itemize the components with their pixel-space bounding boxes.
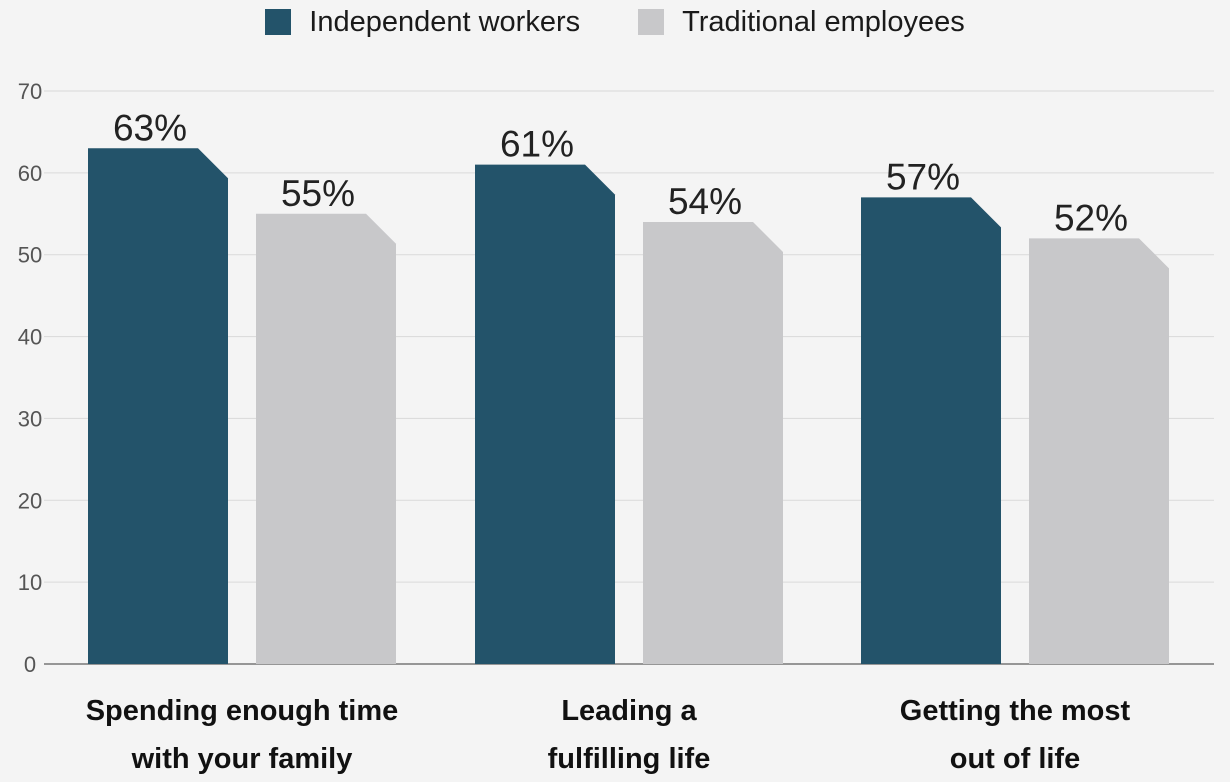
legend-swatch-independent — [265, 9, 292, 35]
legend: Independent workers Traditional employee… — [0, 0, 1230, 44]
bar — [88, 148, 228, 665]
bar — [256, 213, 396, 665]
data-label: 63% — [113, 107, 187, 148]
legend-label-independent: Independent workers — [309, 5, 581, 38]
legend-swatch-traditional — [638, 9, 665, 35]
legend-label-traditional: Traditional employees — [682, 5, 965, 38]
bar — [475, 164, 615, 664]
category-label: Spending enough time — [86, 695, 399, 727]
legend-item-independent[interactable]: Independent workers — [265, 6, 580, 39]
data-label: 55% — [281, 173, 355, 214]
bar — [1029, 238, 1169, 665]
category-label: Getting the most — [900, 695, 1131, 727]
data-label: 57% — [886, 156, 960, 197]
category-label: Leading a — [561, 695, 697, 727]
y-tick-label: 50 — [18, 243, 42, 268]
y-tick-label: 20 — [18, 488, 42, 513]
y-tick-label: 40 — [18, 325, 42, 350]
y-tick-label: 10 — [18, 570, 42, 595]
y-tick-label: 30 — [18, 406, 42, 431]
category-label: fulfilling life — [548, 743, 711, 775]
category-label: with your family — [131, 743, 353, 775]
bar — [861, 197, 1001, 664]
data-label: 54% — [668, 181, 742, 222]
category-label: out of life — [950, 743, 1080, 775]
y-tick-label: 60 — [18, 161, 42, 186]
bar — [643, 221, 783, 664]
data-label: 61% — [500, 124, 574, 165]
y-tick-label: 70 — [18, 79, 42, 104]
data-label: 52% — [1054, 197, 1128, 238]
y-tick-label: 0 — [24, 652, 36, 677]
legend-item-traditional[interactable]: Traditional employees — [638, 6, 965, 39]
